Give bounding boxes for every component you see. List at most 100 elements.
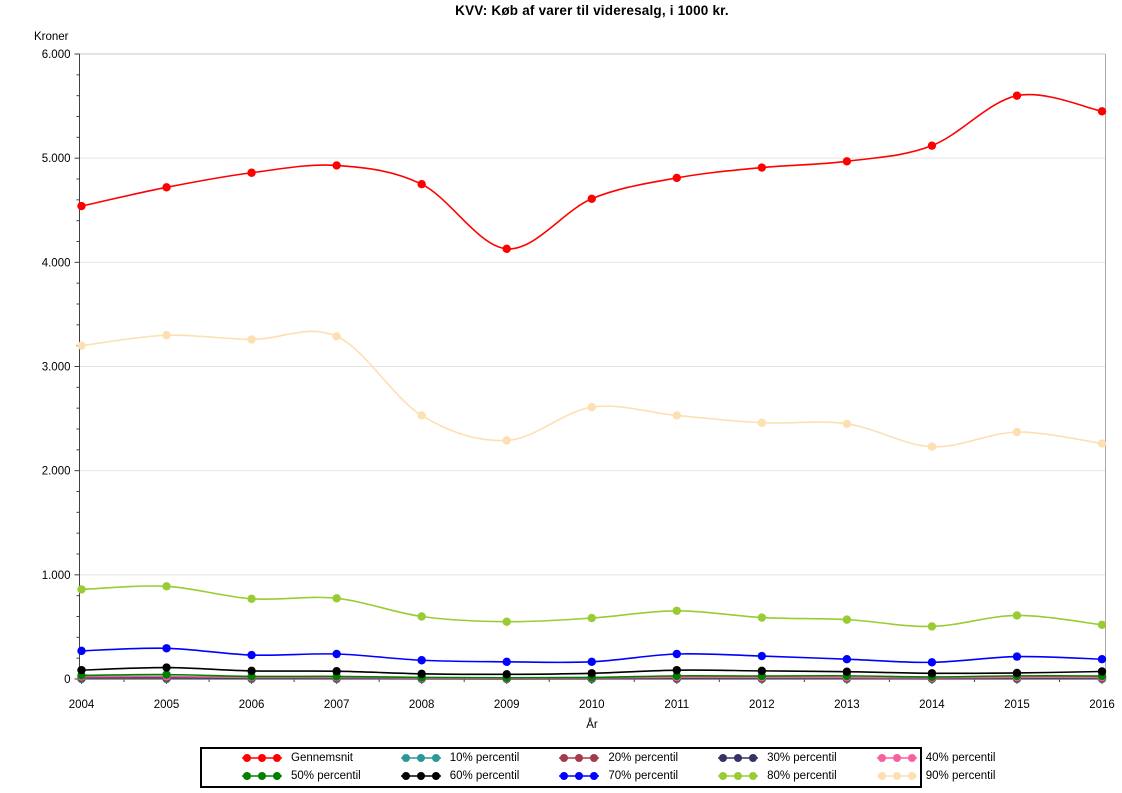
series-marker-90-percentil (77, 341, 86, 350)
series-marker-90-percentil (417, 411, 426, 420)
x-tick-label: 2013 (834, 699, 860, 711)
legend-label: Gennemsnit (291, 752, 354, 764)
legend-item-40-percentil: 40% percentil (837, 752, 996, 764)
series-marker-70-percentil (1097, 655, 1107, 664)
series-marker-60-percentil (162, 663, 171, 672)
series-line-90-percentil (81, 330, 1103, 448)
legend-marker-icon (876, 772, 917, 780)
series-marker-gennemsnit (332, 161, 341, 170)
series-marker-60-percentil (332, 666, 341, 676)
series-marker-60-percentil (1012, 668, 1022, 678)
series-marker-60-percentil (77, 665, 86, 675)
series-marker-60-percentil (927, 669, 937, 678)
series-marker-70-percentil (757, 651, 767, 661)
series-marker-80-percentil (1097, 620, 1107, 630)
y-tick-label: 6.000 (42, 49, 71, 61)
series-marker-70-percentil (162, 644, 171, 653)
series-marker-70-percentil (502, 657, 511, 667)
series-marker-80-percentil (417, 612, 426, 621)
series-marker-70-percentil (672, 649, 681, 659)
legend-label: 60% percentil (449, 770, 520, 782)
series-marker-90-percentil (502, 436, 511, 445)
x-tick-label: 2014 (919, 699, 945, 711)
legend-label: 80% percentil (767, 770, 837, 782)
series-marker-90-percentil (1097, 439, 1107, 448)
series-marker-70-percentil (417, 656, 426, 665)
series-marker-90-percentil (842, 419, 852, 428)
series-marker-gennemsnit (502, 244, 511, 253)
series-marker-gennemsnit (587, 194, 596, 203)
y-tick-label: 1.000 (42, 570, 71, 582)
legend-label: 40% percentil (925, 752, 996, 764)
legend-item-90-percentil: 90% percentil (837, 770, 996, 782)
x-tick-label: 2016 (1089, 699, 1115, 711)
x-tick-label: 2010 (579, 699, 605, 711)
series-marker-60-percentil (1097, 667, 1107, 676)
series-marker-70-percentil (587, 657, 596, 667)
series-marker-60-percentil (842, 667, 852, 676)
series-marker-gennemsnit (162, 183, 171, 192)
x-tick-label: 2006 (239, 699, 265, 711)
series-marker-gennemsnit (417, 180, 426, 189)
legend-item-50-percentil: 50% percentil (202, 770, 361, 782)
chart-title: KVV: Køb af varer til videresalg, i 1000… (455, 3, 729, 18)
x-tick-label: 2004 (69, 699, 95, 711)
series-marker-gennemsnit (842, 157, 852, 166)
series-marker-80-percentil (587, 613, 596, 623)
legend-label: 50% percentil (291, 770, 361, 782)
series-marker-60-percentil (502, 670, 511, 679)
y-axis-label: Kroner (34, 31, 69, 43)
x-tick-label: 2015 (1004, 699, 1030, 711)
series-marker-80-percentil (1012, 611, 1022, 620)
series-marker-gennemsnit (1097, 107, 1107, 116)
legend-box: Gennemsnit 10% percentil 20% percentil 30% … (200, 747, 995, 788)
series-marker-80-percentil (247, 594, 256, 603)
legend-label: 10% percentil (449, 752, 520, 764)
legend-label: 20% percentil (608, 752, 679, 764)
series-marker-80-percentil (162, 582, 171, 591)
legend-marker-icon (242, 754, 282, 762)
legend-item-60-percentil: 60% percentil (361, 770, 520, 782)
x-tick-label: 2007 (324, 699, 350, 711)
series-marker-70-percentil (247, 650, 256, 660)
legend-marker-icon (718, 772, 759, 780)
legend-label: 90% percentil (925, 770, 996, 782)
y-tick-label: 2.000 (42, 466, 71, 478)
legend-marker-icon (559, 754, 600, 762)
series-marker-80-percentil (502, 617, 511, 626)
series-marker-gennemsnit (927, 141, 937, 150)
legend-marker-icon (718, 754, 759, 762)
series-marker-60-percentil (587, 669, 596, 678)
series-marker-60-percentil (757, 666, 767, 676)
series-marker-90-percentil (162, 331, 171, 340)
legend-label: 30% percentil (767, 752, 837, 764)
series-marker-70-percentil (332, 649, 341, 659)
series-marker-60-percentil (417, 669, 426, 678)
series-marker-90-percentil (1012, 427, 1022, 437)
series-marker-gennemsnit (77, 201, 86, 211)
x-tick-label: 2009 (494, 699, 520, 711)
series-marker-gennemsnit (1012, 91, 1022, 100)
x-tick-label: 2011 (664, 699, 689, 711)
x-tick-label: 2008 (409, 699, 435, 711)
x-tick-label: 2012 (749, 699, 775, 711)
series-marker-50-percentil (162, 670, 171, 679)
series-marker-80-percentil (842, 615, 852, 624)
legend-item-70-percentil: 70% percentil (519, 770, 678, 782)
series-marker-90-percentil (247, 335, 256, 344)
series-marker-90-percentil (672, 411, 681, 420)
series-marker-60-percentil (247, 666, 256, 676)
series-marker-80-percentil (672, 606, 681, 615)
legend-label: 70% percentil (608, 770, 679, 782)
y-tick-label: 0 (64, 674, 70, 686)
legend-item-80-percentil: 80% percentil (678, 770, 837, 782)
series-marker-60-percentil (672, 665, 681, 675)
legend-item-gennemsnit: Gennemsnit (202, 752, 361, 764)
series-marker-70-percentil (842, 655, 852, 664)
series-marker-70-percentil (77, 646, 86, 656)
series-marker-90-percentil (332, 332, 341, 341)
series-marker-gennemsnit (672, 173, 681, 183)
series-marker-90-percentil (757, 418, 767, 427)
legend-marker-icon (559, 772, 600, 780)
